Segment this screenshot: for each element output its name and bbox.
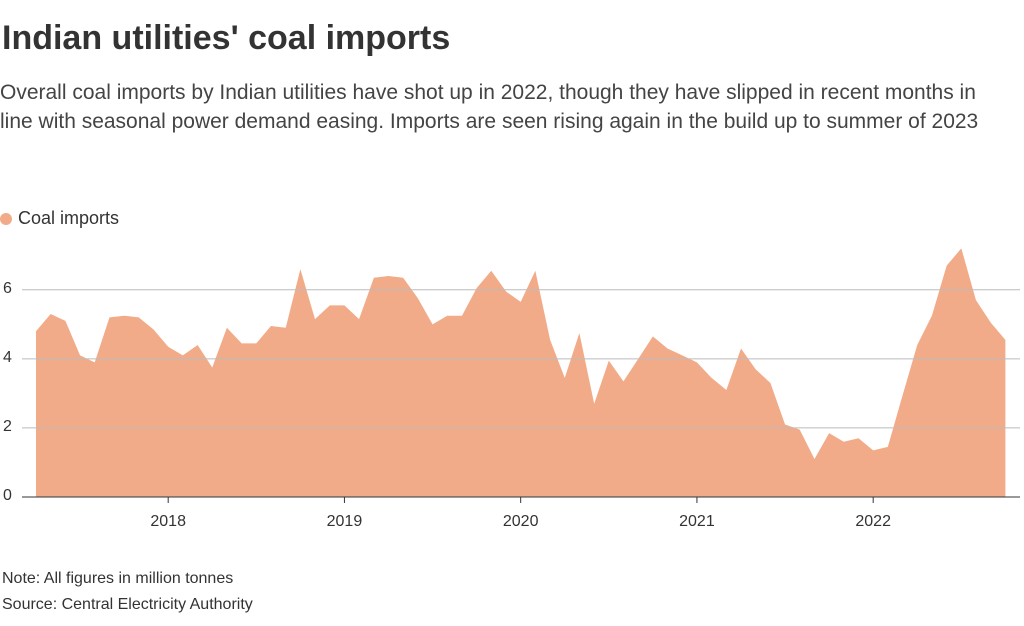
x-tick-label: 2019 [327,513,363,530]
source: Source: Central Electricity Authority [2,596,253,613]
x-tick-label: 2022 [855,513,891,530]
legend-label: Coal imports [18,208,119,228]
y-tick-label: 0 [3,487,12,504]
note: Note: All figures in million tonnes [2,570,233,587]
y-tick-label: 2 [3,418,12,435]
subtitle-box: Overall coal imports by Indian utilities… [0,81,979,133]
area [36,248,1006,497]
x-tick-label: 2020 [503,513,539,530]
chart-title: Indian utilities' coal imports [2,19,450,57]
x-tick-label: 2018 [150,513,186,530]
chart-subtitle: Overall coal imports by Indian utilities… [0,81,979,133]
y-tick-label: 6 [3,280,12,297]
legend-swatch [0,213,12,225]
y-tick-label: 4 [3,349,12,366]
x-tick-label: 2021 [679,513,715,530]
